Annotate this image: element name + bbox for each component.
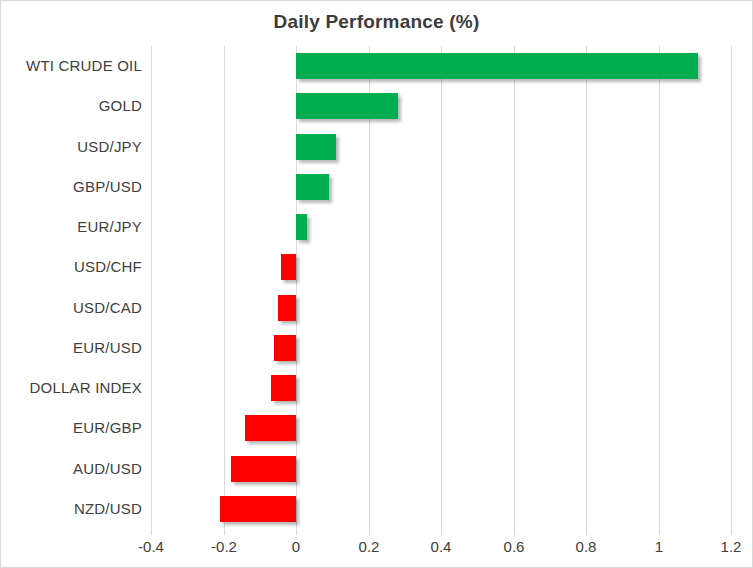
x-tick-mark xyxy=(441,529,442,535)
x-tick-mark xyxy=(731,529,732,535)
gridline-0.8 xyxy=(586,46,587,529)
x-tick-label-1: 1 xyxy=(629,538,689,555)
category-label-wti-crude-oil: WTI CRUDE OIL xyxy=(1,46,142,86)
x-tick-mark xyxy=(586,529,587,535)
bar-usd-chf xyxy=(281,254,296,280)
category-label-eur-jpy: EUR/JPY xyxy=(1,207,142,247)
gridline-1 xyxy=(659,46,660,529)
x-tick-mark xyxy=(296,529,297,535)
x-tick-mark xyxy=(224,529,225,535)
x-tick-label-0.6: 0.6 xyxy=(484,538,544,555)
category-label-aud-usd: AUD/USD xyxy=(1,449,142,489)
bar-eur-usd xyxy=(274,335,296,361)
x-tick-label-0.2: 0.2 xyxy=(339,538,399,555)
gridline--0.2 xyxy=(224,46,225,529)
x-tick-label-0: 0 xyxy=(266,538,326,555)
x-tick-mark xyxy=(514,529,515,535)
x-tick-label-1.2: 1.2 xyxy=(701,538,753,555)
x-tick-label--0.2: -0.2 xyxy=(194,538,254,555)
bar-eur-gbp xyxy=(245,415,296,441)
bar-nzd-usd xyxy=(220,496,296,522)
x-tick-label--0.4: -0.4 xyxy=(121,538,181,555)
category-label-dollar-index: DOLLAR INDEX xyxy=(1,368,142,408)
daily-performance-chart: Daily Performance (%) -0.4 -0.2 0 0.2 0.4 0.6… xyxy=(0,0,753,568)
x-tick-label-0.4: 0.4 xyxy=(411,538,471,555)
category-label-usd-jpy: USD/JPY xyxy=(1,127,142,167)
bar-usd-jpy xyxy=(296,134,336,160)
x-tick-mark xyxy=(369,529,370,535)
bar-eur-jpy xyxy=(296,214,307,240)
bar-gbp-usd xyxy=(296,174,329,200)
chart-title: Daily Performance (%) xyxy=(1,11,752,33)
bar-wti-crude-oil xyxy=(296,53,698,79)
bar-usd-cad xyxy=(278,295,296,321)
category-label-usd-cad: USD/CAD xyxy=(1,288,142,328)
x-tick-mark xyxy=(659,529,660,535)
category-label-nzd-usd: NZD/USD xyxy=(1,489,142,529)
gridline-0.6 xyxy=(514,46,515,529)
bar-aud-usd xyxy=(231,456,296,482)
bar-dollar-index xyxy=(271,375,296,401)
x-tick-label-0.8: 0.8 xyxy=(556,538,616,555)
category-label-gbp-usd: GBP/USD xyxy=(1,167,142,207)
gridline--0.4 xyxy=(151,46,152,529)
category-label-eur-usd: EUR/USD xyxy=(1,328,142,368)
category-label-gold: GOLD xyxy=(1,86,142,126)
bar-gold xyxy=(296,93,398,119)
category-label-eur-gbp: EUR/GBP xyxy=(1,408,142,448)
category-label-usd-chf: USD/CHF xyxy=(1,247,142,287)
gridline-1.2 xyxy=(731,46,732,529)
x-tick-mark xyxy=(151,529,152,535)
gridline-0.4 xyxy=(441,46,442,529)
